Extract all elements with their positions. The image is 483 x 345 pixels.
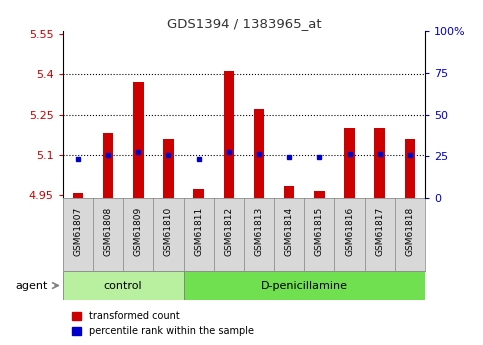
Text: GSM61811: GSM61811 (194, 207, 203, 256)
Text: D-penicillamine: D-penicillamine (261, 280, 348, 290)
Bar (103, 134, 114, 198)
Bar (193, 189, 204, 198)
Bar (314, 191, 325, 198)
Text: agent: agent (15, 280, 48, 290)
Bar (344, 128, 355, 198)
Text: GSM61815: GSM61815 (315, 207, 324, 256)
FancyBboxPatch shape (184, 271, 425, 300)
Bar (405, 139, 415, 198)
Bar (72, 193, 83, 198)
Bar (374, 128, 385, 198)
Bar (254, 109, 264, 198)
Text: GSM61816: GSM61816 (345, 207, 354, 256)
Text: GSM61814: GSM61814 (284, 207, 294, 256)
Text: GSM61818: GSM61818 (405, 207, 414, 256)
Text: control: control (104, 280, 142, 290)
Legend: transformed count, percentile rank within the sample: transformed count, percentile rank withi… (68, 307, 258, 340)
FancyBboxPatch shape (63, 271, 184, 300)
Text: GSM61810: GSM61810 (164, 207, 173, 256)
Text: GSM61812: GSM61812 (224, 207, 233, 256)
Text: GSM61807: GSM61807 (73, 207, 83, 256)
Text: GSM61809: GSM61809 (134, 207, 143, 256)
Bar (224, 71, 234, 198)
Bar (284, 186, 295, 198)
Text: GSM61813: GSM61813 (255, 207, 264, 256)
Title: GDS1394 / 1383965_at: GDS1394 / 1383965_at (167, 17, 321, 30)
Text: GSM61817: GSM61817 (375, 207, 384, 256)
Bar (163, 139, 174, 198)
Text: GSM61808: GSM61808 (103, 207, 113, 256)
Bar (133, 82, 143, 198)
